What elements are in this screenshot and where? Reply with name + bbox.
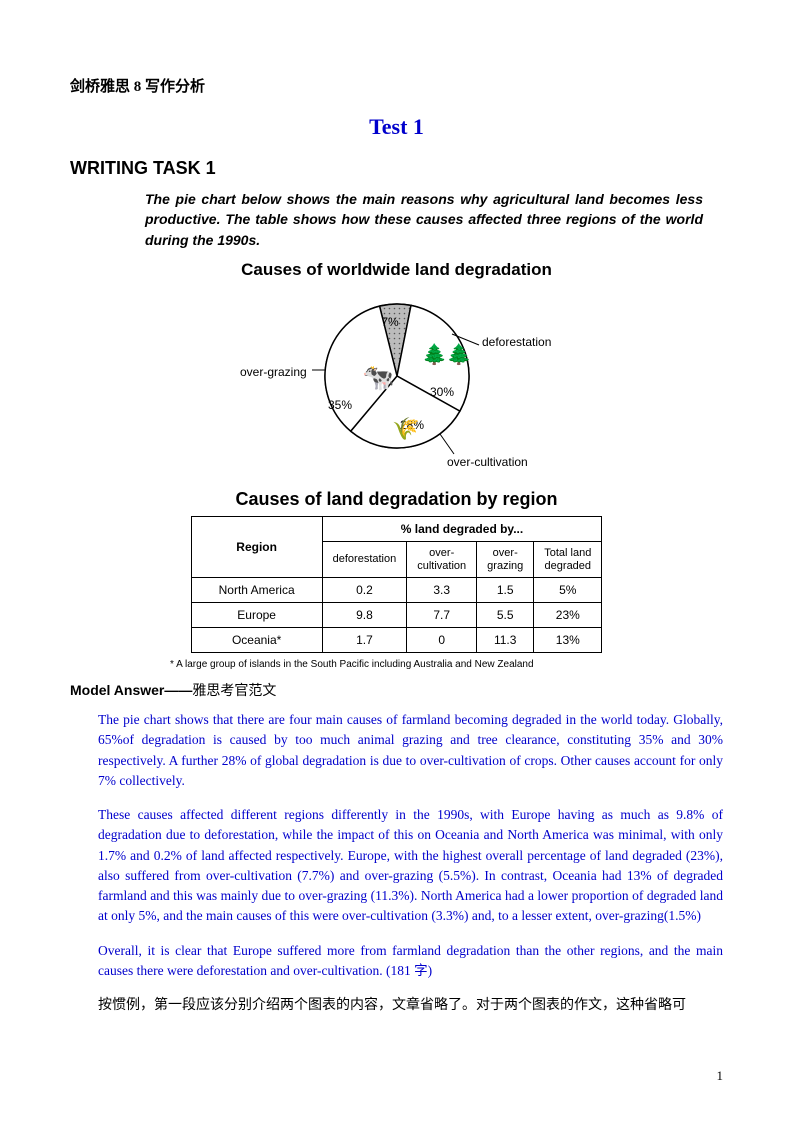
table-footnote: * A large group of islands in the South …	[170, 659, 723, 670]
pie-label-over-grazing: over-grazing	[240, 365, 307, 379]
table-cell-1-1: 7.7	[407, 603, 477, 628]
pie-value-over-grazing: 35%	[327, 398, 351, 412]
answer-para-1: The pie chart shows that there are four …	[98, 710, 723, 791]
table-row-region-1: Europe	[191, 603, 322, 628]
pie-label-deforestation: deforestation	[482, 335, 551, 349]
region-table: Region % land degraded by... deforestati…	[191, 516, 603, 653]
cow-icon: 🐄	[362, 363, 394, 392]
closing-chinese-text: 按惯例，第一段应该分别介绍两个图表的内容，文章省略了。对于两个图表的作文，这种省…	[98, 995, 723, 1017]
table-subhead-2: over-grazing	[477, 541, 534, 577]
table-row-region-2: Oceania*	[191, 628, 322, 653]
pie-chart: other7%deforestation30%over-cultivation2…	[70, 286, 723, 481]
table-subhead-1: over-cultivation	[407, 541, 477, 577]
table-cell-2-1: 0	[407, 628, 477, 653]
table-subhead-0: deforestation	[322, 541, 407, 577]
table-cell-2-3: 13%	[534, 628, 602, 653]
table-cell-2-0: 1.7	[322, 628, 407, 653]
model-answer-header: Model Answer——雅思考官范文	[70, 680, 723, 700]
table-title: Causes of land degradation by region	[70, 489, 723, 510]
table-cell-0-0: 0.2	[322, 578, 407, 603]
table-cell-0-3: 5%	[534, 578, 602, 603]
writing-task-title: WRITING TASK 1	[70, 158, 723, 179]
table-head-degraded: % land degraded by...	[322, 516, 602, 541]
table-cell-0-2: 1.5	[477, 578, 534, 603]
task-prompt: The pie chart below shows the main reaso…	[145, 189, 703, 250]
model-answer-body: The pie chart shows that there are four …	[70, 710, 723, 981]
model-answer-cn: 雅思考官范文	[192, 684, 276, 699]
pie-chart-title: Causes of worldwide land degradation	[70, 260, 723, 280]
pie-value-deforestation: 30%	[429, 385, 453, 399]
pie-value-other: 7%	[381, 315, 399, 329]
answer-word-count: (181 字)	[386, 963, 432, 978]
model-answer-en: Model Answer——	[70, 682, 192, 698]
tree-icon: 🌲🌲	[422, 342, 472, 366]
table-cell-1-2: 5.5	[477, 603, 534, 628]
table-cell-1-0: 9.8	[322, 603, 407, 628]
test-title: Test 1	[70, 114, 723, 140]
table-cell-0-1: 3.3	[407, 578, 477, 603]
wheat-icon: 🌾	[392, 416, 419, 441]
table-row-region-0: North America	[191, 578, 322, 603]
table-subhead-3: Total landdegraded	[534, 541, 602, 577]
table-cell-2-2: 11.3	[477, 628, 534, 653]
document-header: 剑桥雅思 8 写作分析	[70, 75, 723, 96]
page-number: 1	[717, 1068, 724, 1084]
pie-label-over-cultivation: over-cultivation	[447, 455, 528, 469]
table-cell-1-3: 23%	[534, 603, 602, 628]
answer-para-3: Overall, it is clear that Europe suffere…	[98, 941, 723, 982]
answer-para-2: These causes affected different regions …	[98, 805, 723, 927]
table-head-region: Region	[191, 516, 322, 577]
